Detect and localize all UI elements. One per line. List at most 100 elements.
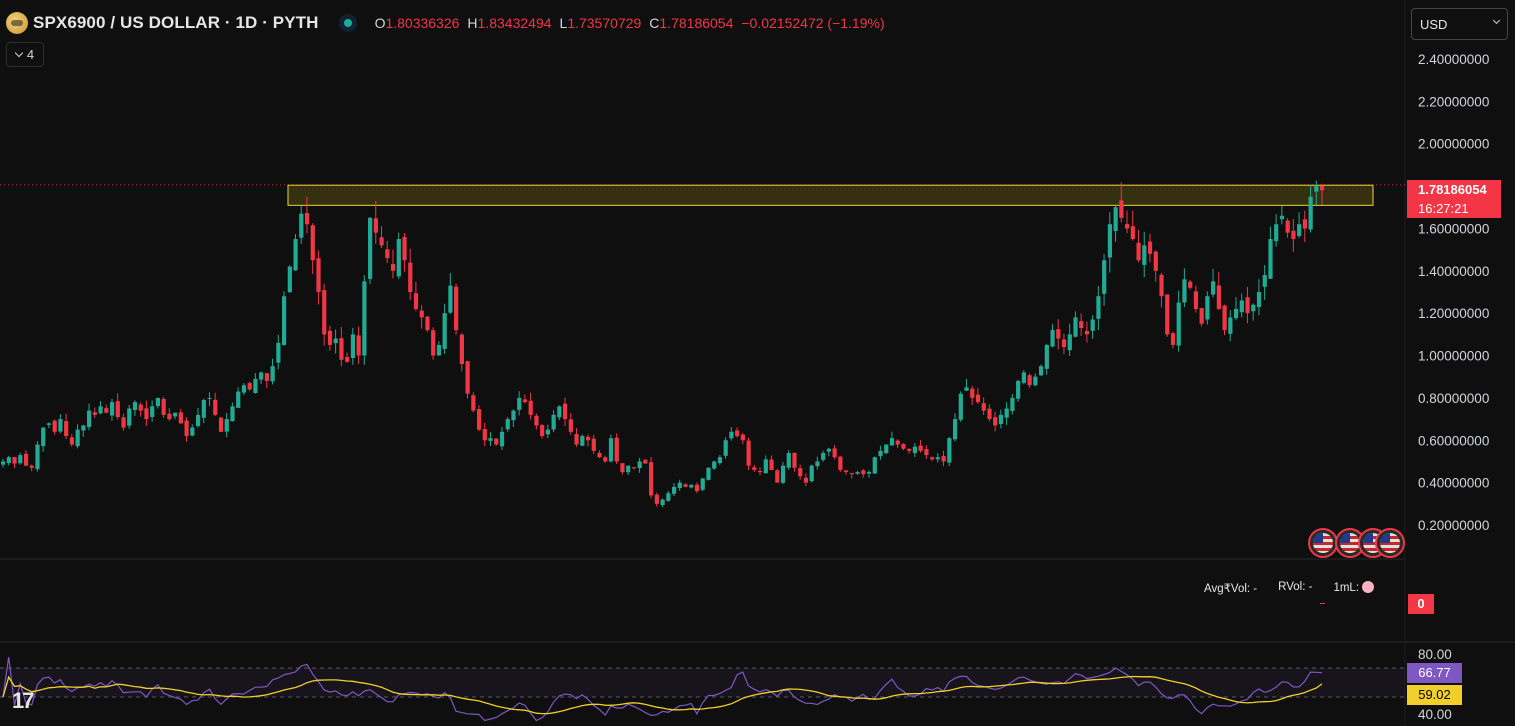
candle-body xyxy=(1297,224,1302,236)
candle-body xyxy=(316,258,321,292)
candle-body xyxy=(207,397,212,399)
economic-events[interactable] xyxy=(1308,528,1408,558)
candle-body xyxy=(1165,294,1170,335)
resistance-zone xyxy=(287,184,1374,206)
candle-body xyxy=(1205,296,1210,320)
candle-body xyxy=(809,465,814,482)
candle-body xyxy=(1090,319,1095,331)
candle-body xyxy=(597,452,602,458)
market-open-dot-icon[interactable] xyxy=(338,14,357,32)
candle-body xyxy=(694,484,700,492)
candle-body xyxy=(29,465,34,468)
price-axis-label: 0.40000000 xyxy=(1418,476,1489,491)
candle-body xyxy=(1274,224,1279,242)
spx-coin-icon[interactable] xyxy=(6,12,28,34)
candle-body xyxy=(735,430,740,437)
candle-body xyxy=(786,452,791,468)
avg-vol-label: Avg₹Vol: - xyxy=(1204,583,1258,595)
candle-body xyxy=(150,406,155,417)
candle-body xyxy=(1302,219,1307,229)
candle-body xyxy=(815,461,820,467)
candle-body xyxy=(98,406,103,414)
candle-body xyxy=(368,217,373,279)
candle-body xyxy=(350,334,356,359)
candle-body xyxy=(270,366,275,382)
candle-body xyxy=(769,459,774,470)
candle-body xyxy=(654,494,659,504)
candle-body xyxy=(230,406,235,422)
candle-body xyxy=(138,404,143,411)
candle-body xyxy=(454,286,459,331)
candle-body xyxy=(746,440,751,466)
us-flag-event-icon[interactable] xyxy=(1375,528,1405,558)
candle-body xyxy=(924,449,929,456)
symbol-title[interactable]: SPX6900 / US DOLLAR · 1D · PYTH xyxy=(33,13,319,32)
price-axis-label: 2.40000000 xyxy=(1418,52,1489,67)
candle-body xyxy=(545,429,551,435)
candle-body xyxy=(855,472,860,474)
candle-body xyxy=(247,383,252,390)
candle-body xyxy=(958,393,963,420)
candle-body xyxy=(87,410,92,427)
price-axis-label: 2.00000000 xyxy=(1418,137,1489,152)
indicators-toggle-button[interactable]: 4 xyxy=(6,42,44,67)
candle-body xyxy=(224,419,229,432)
candle-body xyxy=(729,431,734,439)
candle-body xyxy=(677,482,682,489)
currency-selected-value: USD xyxy=(1420,16,1448,32)
candle-body xyxy=(327,330,333,345)
currency-select[interactable]: USD xyxy=(1411,8,1508,40)
candle-body xyxy=(505,419,510,430)
candle-body xyxy=(144,408,149,420)
candle-body xyxy=(155,397,161,407)
candle-body xyxy=(167,413,172,420)
price-axis-label: 2.20000000 xyxy=(1418,94,1489,109)
candle-body xyxy=(385,249,390,259)
candle-body xyxy=(213,399,218,415)
candle-body xyxy=(436,344,442,356)
candle-body xyxy=(1142,245,1147,265)
candle-body xyxy=(1021,372,1026,383)
tradingview-logo[interactable]: 17 xyxy=(12,688,35,713)
candle-body xyxy=(448,285,453,313)
chevron-down-icon xyxy=(1492,16,1501,25)
candle-body xyxy=(121,417,126,428)
candle-body xyxy=(1228,317,1233,334)
candle-body xyxy=(178,412,183,424)
candle-body xyxy=(1308,196,1313,230)
candle-body xyxy=(706,467,711,480)
candle-body xyxy=(1119,200,1124,218)
candle-body xyxy=(975,394,981,403)
candle-body xyxy=(442,313,447,349)
us-flag-event-icon[interactable] xyxy=(1308,528,1338,558)
candle-body xyxy=(12,457,17,464)
candle-body xyxy=(132,402,138,410)
candle-body xyxy=(1159,274,1164,297)
rsi-line xyxy=(2,657,1323,722)
rsi-value-badge: 66.77 xyxy=(1407,663,1462,683)
candle-body xyxy=(488,438,493,441)
candle-body xyxy=(878,450,883,457)
candle-body xyxy=(218,417,224,432)
candle-body xyxy=(476,409,482,430)
ohlc-low-key: L xyxy=(559,15,568,31)
candle-body xyxy=(1084,330,1090,335)
indicators-count: 4 xyxy=(26,47,35,62)
candle-body xyxy=(1067,334,1072,351)
candle-body xyxy=(1216,285,1221,309)
candle-body xyxy=(1182,279,1187,303)
candle-body xyxy=(173,412,178,417)
candle-body xyxy=(683,484,688,487)
volume-stats: Avg₹Vol: - RVol: - 1mL: xyxy=(1204,581,1375,595)
candle-body xyxy=(201,400,206,418)
candle-body xyxy=(333,338,338,344)
candle-body xyxy=(826,448,832,452)
ohlc-high-value: 1.83432494 xyxy=(477,15,552,31)
candle-body xyxy=(620,463,625,473)
candle-body xyxy=(390,264,396,271)
candle-body xyxy=(1107,224,1113,258)
candle-body xyxy=(1170,333,1176,345)
candle-body xyxy=(1102,260,1107,294)
candle-body xyxy=(1199,308,1204,324)
